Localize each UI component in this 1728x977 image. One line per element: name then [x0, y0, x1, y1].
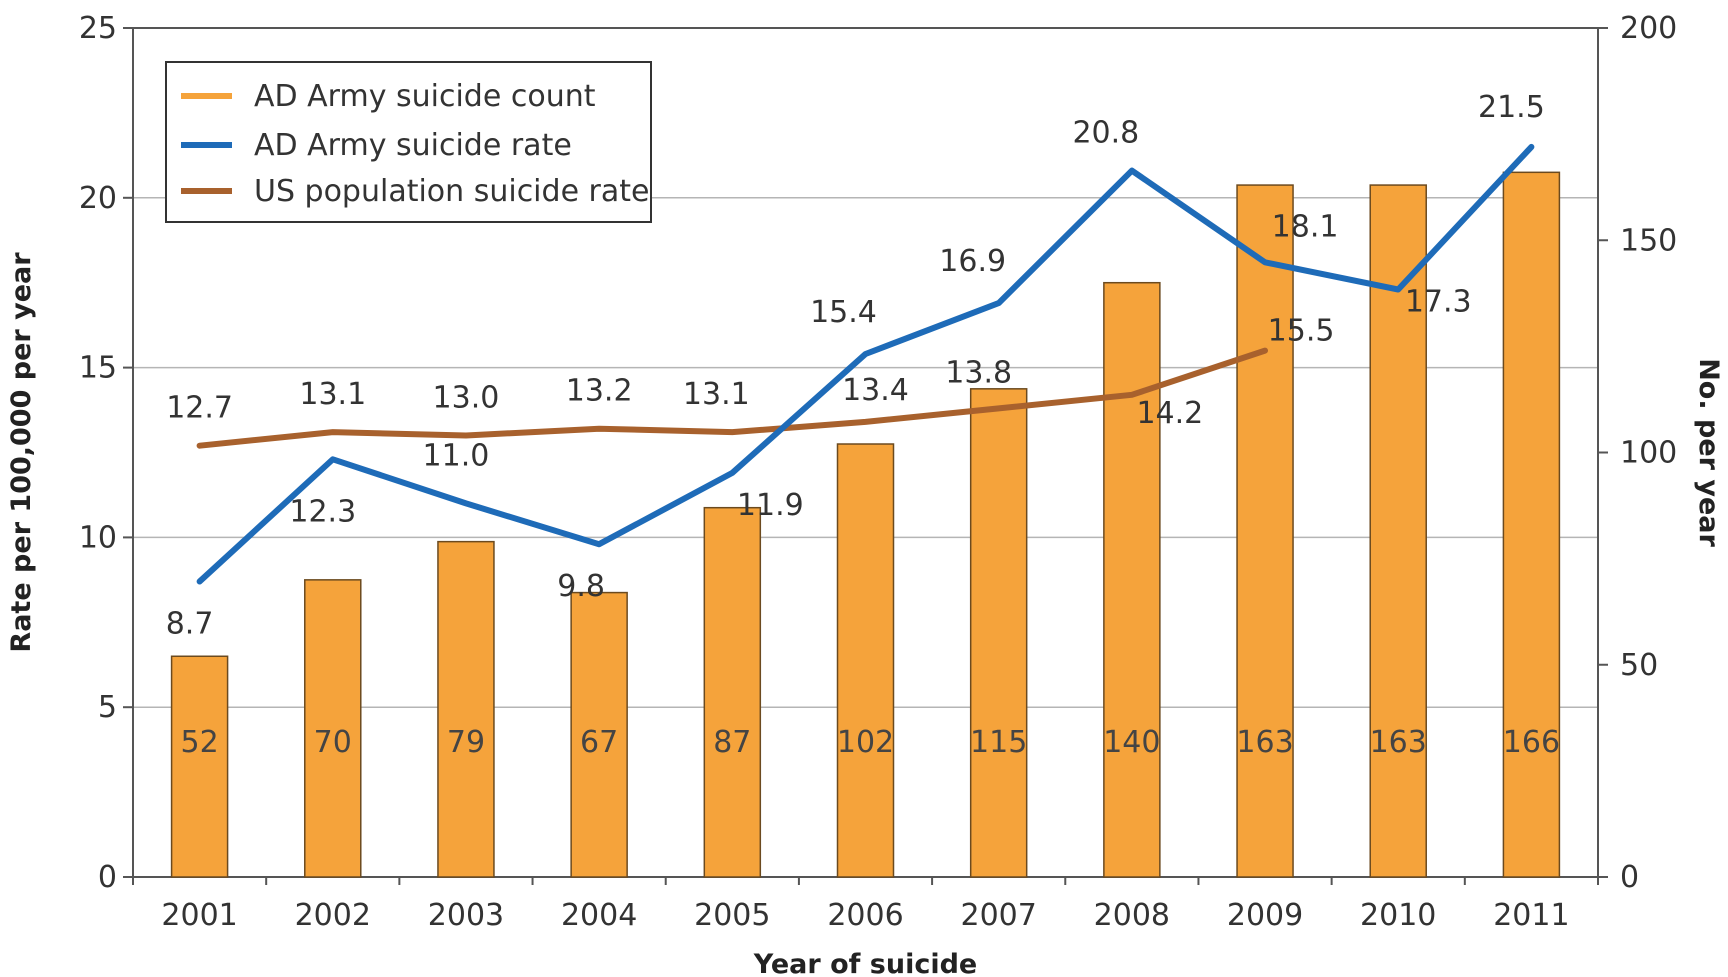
bar-label-2007: 115 — [970, 725, 1027, 760]
us-rate-label-2009: 15.5 — [1268, 314, 1335, 349]
x-tick-label-2007: 2007 — [961, 898, 1037, 933]
army-rate-label-2001: 8.7 — [166, 607, 214, 642]
x-tick-label-2008: 2008 — [1094, 898, 1170, 933]
bar-2010 — [1369, 184, 1427, 878]
right-tick-label-100: 100 — [1620, 436, 1677, 471]
bar-label-2010: 163 — [1370, 725, 1427, 760]
us-rate-label-2007: 13.8 — [945, 355, 1012, 390]
bar-2006 — [836, 443, 895, 878]
bar-label-2003: 79 — [447, 725, 485, 760]
left-tick-label-0: 0 — [98, 860, 117, 895]
x-tick-label-2009: 2009 — [1227, 898, 1303, 933]
army-rate-label-2003: 11.0 — [423, 438, 490, 473]
us-rate-label-2006: 13.4 — [842, 373, 909, 408]
x-tick-label-2006: 2006 — [827, 898, 903, 933]
bar-label-2001: 52 — [180, 725, 218, 760]
right-tick-label-50: 50 — [1620, 648, 1658, 683]
x-tick-label-2001: 2001 — [161, 898, 237, 933]
us-rate-label-2004: 13.2 — [566, 374, 633, 409]
us-rate-label-2008: 14.2 — [1136, 396, 1203, 431]
x-tick-label-2005: 2005 — [694, 898, 770, 933]
x-tick-label-2010: 2010 — [1360, 898, 1436, 933]
line-us-population-suicide-rate — [196, 347, 1268, 449]
left-axis-title: Rate per 100,000 per year — [6, 252, 37, 653]
line-ad-army-suicide-rate — [196, 143, 1535, 585]
us-rate-label-2002: 13.1 — [299, 377, 366, 412]
legend-box — [165, 61, 652, 223]
army-rate-label-2011: 21.5 — [1478, 90, 1545, 125]
bar-label-2008: 140 — [1103, 725, 1160, 760]
right-tick-label-150: 150 — [1620, 223, 1677, 258]
army-rate-label-2002: 12.3 — [289, 494, 356, 529]
right-tick-label-200: 200 — [1620, 11, 1677, 46]
x-tick-label-2003: 2003 — [428, 898, 504, 933]
army-rate-label-2009: 18.1 — [1272, 209, 1339, 244]
x-tick-label-2004: 2004 — [561, 898, 637, 933]
left-tick-label-15: 15 — [79, 351, 117, 386]
x-tick-label-2011: 2011 — [1493, 898, 1569, 933]
bar-2002 — [304, 579, 362, 878]
army-rate-label-2010: 17.3 — [1405, 284, 1472, 319]
bar-2005 — [703, 506, 762, 878]
army-rate-label-2007: 16.9 — [939, 244, 1006, 279]
bar-2007 — [969, 388, 1028, 878]
bar-label-2005: 87 — [713, 725, 751, 760]
right-tick-label-0: 0 — [1620, 860, 1639, 895]
bar-2011 — [1502, 171, 1561, 878]
bar-label-2009: 163 — [1236, 725, 1293, 760]
right-axis-title: No. per year — [1693, 358, 1724, 547]
legend-label-2: US population suicide rate — [254, 174, 650, 209]
left-tick-label-25: 25 — [79, 11, 117, 46]
us-rate-label-2005: 13.1 — [683, 377, 750, 412]
x-axis-title: Year of suicide — [753, 949, 977, 977]
army-rate-label-2004: 9.8 — [557, 569, 605, 604]
bar-2008 — [1103, 281, 1161, 878]
left-tick-label-5: 5 — [98, 690, 117, 725]
us-rate-label-2003: 13.0 — [433, 381, 500, 416]
us-rate-label-2001: 12.7 — [166, 391, 233, 426]
bar-2001 — [170, 655, 229, 878]
bar-2004 — [570, 591, 628, 878]
x-tick-label-2002: 2002 — [295, 898, 371, 933]
army-rate-label-2006: 15.4 — [810, 295, 877, 330]
bar-label-2002: 70 — [314, 725, 352, 760]
left-tick-label-10: 10 — [79, 520, 117, 555]
left-tick-label-20: 20 — [79, 181, 117, 216]
bar-label-2004: 67 — [580, 725, 618, 760]
bar-label-2011: 166 — [1503, 725, 1560, 760]
bar-2009 — [1236, 184, 1294, 878]
army-rate-label-2008: 20.8 — [1072, 116, 1139, 151]
legend-label-1: AD Army suicide rate — [254, 128, 572, 163]
bar-label-2006: 102 — [837, 725, 894, 760]
bar-2003 — [437, 540, 495, 878]
army-rate-label-2005: 11.9 — [737, 488, 804, 523]
legend-label-0: AD Army suicide count — [254, 79, 596, 114]
